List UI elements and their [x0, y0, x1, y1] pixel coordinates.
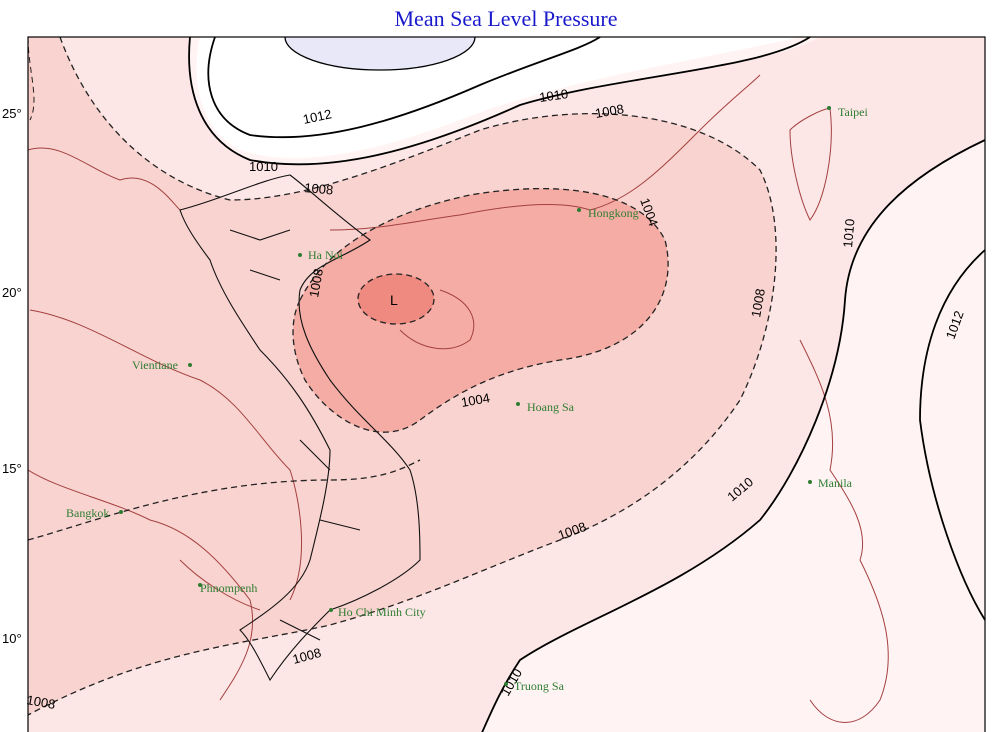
map-shape — [329, 608, 333, 612]
city-label: Manila — [818, 476, 853, 490]
frame-border — [27, 36, 986, 732]
map-shape — [188, 363, 192, 367]
map-shape — [799, 339, 889, 723]
lat-label: 25° — [2, 106, 22, 121]
pressure-fields — [28, 37, 985, 732]
cities: Taipei Hongkong Ha Noi Vientiane Hoang S… — [66, 105, 868, 693]
map-frame — [27, 36, 986, 732]
contour-label: 1008 — [291, 645, 323, 667]
contour-1012 — [207, 36, 601, 139]
contour-1010-south — [481, 139, 986, 732]
city-label: Phnompenh — [200, 581, 257, 595]
map-shape — [179, 559, 261, 611]
coastlines — [28, 74, 889, 723]
map-shape — [808, 480, 812, 484]
city-label: Bangkok — [66, 506, 109, 520]
contour-lines — [27, 36, 986, 732]
map-shape — [577, 208, 581, 212]
map-shape — [179, 174, 421, 682]
contour-label: 1008 — [306, 267, 326, 298]
lat-label: 10° — [2, 631, 22, 646]
field-1004 — [293, 188, 669, 433]
city-label: Ho Chi Minh City — [338, 605, 426, 619]
contour-label: 1008 — [25, 692, 56, 712]
contour-label: 1008 — [304, 180, 334, 197]
city-label: Taipei — [838, 105, 868, 119]
map-shape — [29, 309, 303, 601]
latitude-labels: 25° 20° 15° 10° — [2, 106, 22, 646]
contour-label: 1010 — [538, 86, 569, 105]
map-shape — [229, 229, 361, 641]
city-label: Hoang Sa — [527, 400, 575, 414]
map-title: Mean Sea Level Pressure — [395, 6, 618, 31]
contour-1010 — [188, 36, 811, 166]
city-label: Ha Noi — [308, 248, 344, 262]
city-label: Hongkong — [588, 206, 639, 220]
contour-label: 1004 — [460, 390, 491, 410]
map-shape — [28, 469, 254, 701]
contour-low — [357, 273, 435, 325]
map-shape — [298, 253, 302, 257]
city-label: Truong Sa — [514, 679, 565, 693]
map-shape — [789, 107, 832, 221]
map-shape — [399, 289, 475, 350]
city-label: Vientiane — [132, 358, 178, 372]
contour-label: 1012 — [302, 106, 333, 127]
contour-label: 1008 — [594, 101, 625, 121]
vietnam-outline — [179, 174, 421, 682]
map-shape — [827, 106, 831, 110]
map-shape — [329, 74, 761, 231]
contour-1004 — [292, 188, 669, 433]
map-shape — [28, 147, 181, 211]
contour-1012-east — [919, 249, 986, 621]
contour-label: 1010 — [249, 159, 278, 174]
map-shape — [198, 583, 202, 587]
low-marker: L — [390, 292, 398, 308]
field-low — [358, 274, 434, 324]
contour-label: 1008 — [748, 287, 768, 318]
map-shape — [28, 37, 35, 121]
contour-label: 1010 — [840, 218, 857, 248]
contour-1008-west — [27, 459, 421, 541]
field-high — [284, 37, 476, 71]
map-shape — [119, 510, 123, 514]
contour-1008 — [27, 36, 777, 716]
lat-label: 15° — [2, 461, 22, 476]
map-shape — [516, 402, 520, 406]
lat-label: 20° — [2, 285, 22, 300]
map-shape — [504, 682, 508, 686]
